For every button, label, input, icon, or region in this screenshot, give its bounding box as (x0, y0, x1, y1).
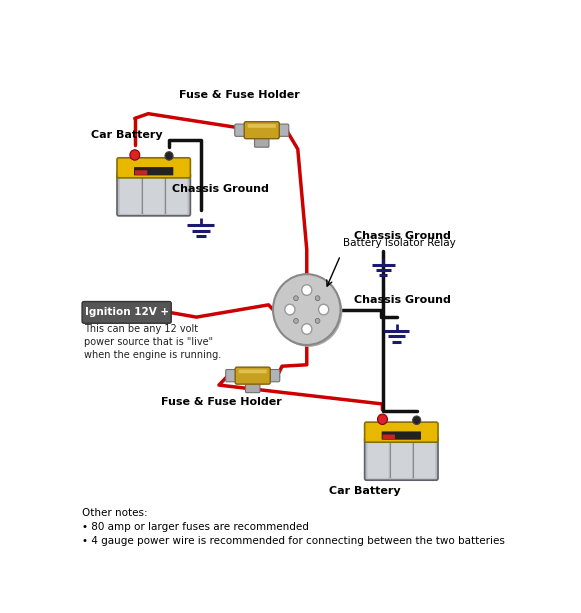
Circle shape (302, 285, 312, 295)
Circle shape (318, 304, 329, 315)
FancyBboxPatch shape (414, 440, 435, 478)
Circle shape (273, 274, 340, 345)
Text: Car Battery: Car Battery (329, 486, 401, 497)
Circle shape (413, 416, 421, 424)
Text: Chassis Ground: Chassis Ground (354, 231, 451, 242)
FancyBboxPatch shape (244, 122, 279, 139)
FancyBboxPatch shape (135, 170, 148, 175)
FancyBboxPatch shape (365, 437, 438, 480)
Text: Fuse & Fuse Holder: Fuse & Fuse Holder (179, 89, 300, 100)
FancyBboxPatch shape (225, 370, 240, 382)
Text: Fuse & Fuse Holder: Fuse & Fuse Holder (161, 397, 282, 406)
Text: Car Battery: Car Battery (91, 130, 162, 140)
Circle shape (378, 414, 388, 424)
FancyBboxPatch shape (246, 380, 260, 393)
Text: Battery Isolator Relay: Battery Isolator Relay (343, 238, 456, 248)
Text: Chassis Ground: Chassis Ground (354, 295, 451, 305)
Text: Other notes:
• 80 amp or larger fuses are recommended
• 4 gauge power wire is re: Other notes: • 80 amp or larger fuses ar… (81, 508, 504, 546)
FancyBboxPatch shape (382, 432, 421, 440)
FancyBboxPatch shape (248, 124, 276, 128)
Circle shape (315, 295, 320, 301)
Text: Ignition 12V +: Ignition 12V + (85, 307, 168, 318)
FancyBboxPatch shape (82, 302, 171, 323)
Circle shape (315, 318, 320, 324)
FancyBboxPatch shape (166, 176, 188, 214)
FancyBboxPatch shape (239, 370, 267, 373)
Circle shape (285, 304, 295, 315)
FancyBboxPatch shape (235, 124, 249, 136)
FancyBboxPatch shape (134, 167, 173, 175)
Circle shape (302, 324, 312, 334)
Circle shape (130, 150, 140, 160)
FancyBboxPatch shape (367, 440, 389, 478)
FancyBboxPatch shape (390, 440, 412, 478)
FancyBboxPatch shape (365, 422, 438, 442)
FancyBboxPatch shape (382, 435, 395, 439)
FancyBboxPatch shape (117, 158, 191, 178)
FancyBboxPatch shape (120, 176, 141, 214)
FancyBboxPatch shape (117, 173, 191, 216)
Circle shape (293, 295, 298, 301)
Circle shape (165, 151, 173, 160)
FancyBboxPatch shape (254, 135, 269, 147)
Text: Chassis Ground: Chassis Ground (172, 184, 268, 194)
FancyBboxPatch shape (274, 124, 289, 136)
FancyBboxPatch shape (235, 367, 270, 384)
Circle shape (293, 318, 298, 324)
FancyBboxPatch shape (266, 370, 280, 382)
FancyBboxPatch shape (143, 176, 164, 214)
Text: This can be any 12 volt
power source that is "live"
when the engine is running.: This can be any 12 volt power source tha… (84, 324, 221, 360)
Circle shape (275, 276, 342, 347)
